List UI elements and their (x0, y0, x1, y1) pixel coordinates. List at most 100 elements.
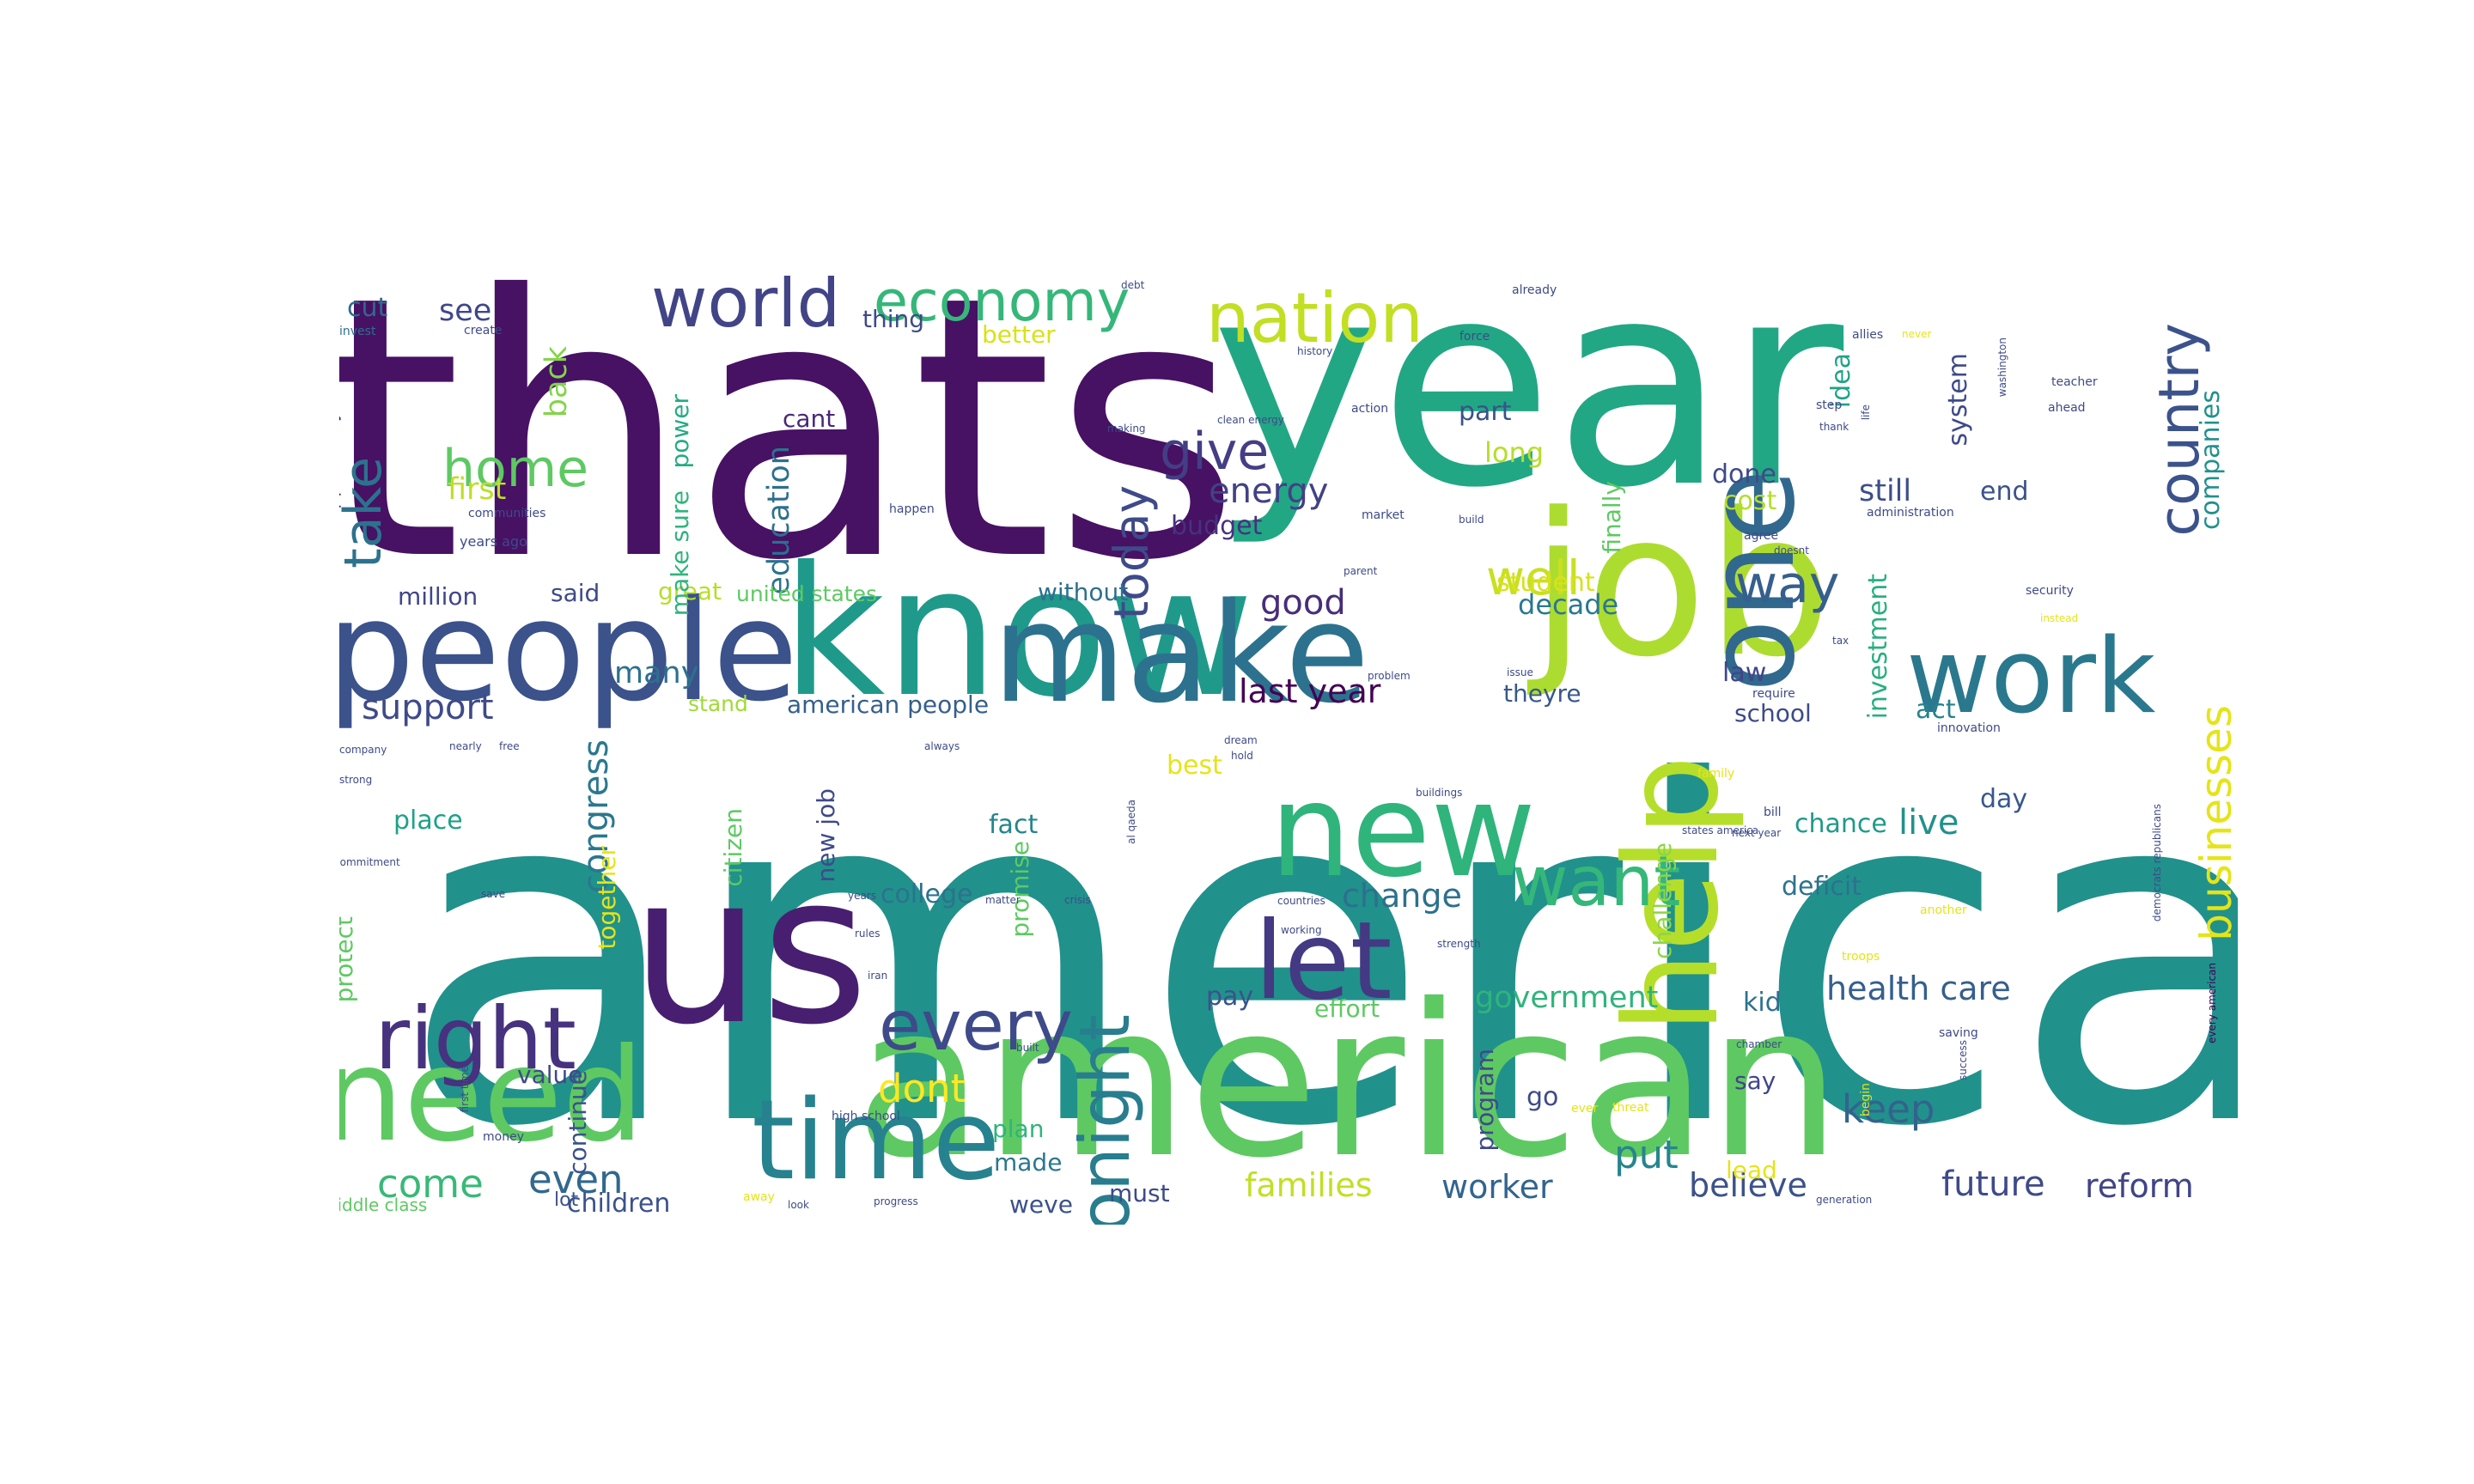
word-good: good (1260, 583, 1346, 623)
word-high-school: high school (832, 1110, 900, 1123)
word-us: us (631, 830, 869, 1070)
word-al-qaeda: al qaeda (1125, 800, 1137, 844)
word-government: government (1475, 981, 1659, 1015)
word-troops: troops (1842, 950, 1880, 964)
word-security: security (2026, 584, 2074, 598)
word-working: working (1281, 924, 1322, 936)
word-generation: generation (1816, 1194, 1873, 1206)
word-require: require (1752, 687, 1795, 701)
word-company: company (339, 744, 387, 756)
word-home: home (442, 439, 589, 499)
word-step: step (1816, 398, 1843, 412)
word-away: away (743, 1190, 775, 1204)
word-thank: thank (1819, 421, 1849, 433)
word-look: look (788, 1199, 809, 1211)
word-health-care: health care (1826, 970, 2011, 1007)
word-great: great (658, 577, 722, 605)
word-years-ago: years ago (460, 533, 527, 550)
word-america: america (399, 684, 2238, 1225)
word-program: program (1471, 1049, 1499, 1152)
word-law: law (1722, 658, 1767, 688)
word-cant: cant (783, 404, 836, 433)
word-create: create (464, 324, 503, 338)
word-american: american (855, 959, 1842, 1204)
word-iran: iran (868, 970, 888, 982)
word-saving: saving (1939, 1026, 1978, 1040)
word-fact: fact (989, 810, 1039, 840)
word-protect: protect (339, 916, 358, 1003)
word-theyre: theyre (1503, 679, 1581, 708)
word-chamber: chamber (1736, 1038, 1782, 1050)
word-change: change (1342, 877, 1462, 915)
word-work: work (1906, 617, 2156, 737)
word-action: action (1351, 402, 1389, 416)
word-thats: thats (339, 276, 1241, 640)
word-take: take (339, 457, 393, 569)
word-let: let (1254, 899, 1392, 1024)
word-progress: progress (874, 1195, 918, 1207)
word-never: never (1902, 328, 1932, 340)
word-washington: washington (1996, 338, 2008, 398)
word-people: people (339, 571, 799, 733)
word-families: families (1245, 1166, 1373, 1204)
word-way: way (1735, 555, 1840, 615)
word-businesses: businesses (2191, 705, 2238, 941)
word-states-america: states america (1682, 824, 1759, 836)
word-cost: cost (1723, 486, 1777, 516)
word-well: well (1486, 550, 1581, 605)
word-want: want (1512, 842, 1681, 921)
word-force: force (1459, 330, 1490, 344)
word-dream: dream (1224, 734, 1258, 746)
word-said: said (551, 579, 600, 607)
word-market: market (1362, 508, 1405, 522)
word-challenge: challenge (1648, 842, 1677, 959)
word-plan: plan (992, 1115, 1045, 1143)
word-made: made (994, 1148, 1063, 1177)
word-job: job (1531, 471, 1832, 701)
word-always: always (924, 740, 960, 752)
word-new-job: new job (812, 788, 840, 883)
word-effort: effort (1314, 994, 1380, 1023)
word-right: right (375, 988, 576, 1089)
word-continue: continue (564, 1070, 592, 1175)
word-power: power (666, 394, 694, 469)
word-strength: strength (1437, 938, 1481, 950)
word-allies: allies (1852, 328, 1884, 342)
word-middle-class: middle class (339, 1195, 428, 1215)
word-another: another (1920, 903, 1967, 917)
word-last-year: last year (1239, 672, 1381, 710)
word-school: school (1734, 699, 1812, 727)
word-american-people: american people (787, 690, 990, 719)
word-agree: agree (1744, 529, 1779, 543)
word-together: together (593, 846, 621, 950)
word-make: make (992, 573, 1370, 733)
word-day: day (1980, 784, 2028, 814)
word-world: world (651, 276, 841, 343)
word-nation: nation (1206, 278, 1423, 358)
word-cloud: america thats year american job know us people m… (339, 276, 2238, 1225)
word-pay: pay (1206, 982, 1254, 1012)
word-without: without (1038, 578, 1129, 606)
word-success: success (1957, 1040, 1969, 1080)
word-crisis: crisis (1064, 894, 1091, 906)
word-parent: parent (1344, 565, 1378, 577)
word-weve: weve (1009, 1190, 1073, 1219)
word-money: money (483, 1130, 524, 1144)
word-opportunity: opportunity (339, 411, 342, 521)
word-many: many (614, 656, 699, 690)
word-end: end (1980, 477, 2029, 507)
word-student: student (1496, 568, 1595, 598)
word-support: support (362, 688, 494, 727)
word-best: best (1167, 751, 1222, 781)
word-commitment: commitment (339, 856, 400, 868)
word-say: say (1734, 1067, 1776, 1095)
word-threat: threat (1612, 1101, 1649, 1115)
word-doesnt: doesnt (1774, 544, 1809, 556)
word-communities: communities (468, 507, 546, 520)
word-million: million (398, 582, 478, 611)
word-debt: debt (1121, 279, 1145, 291)
word-keep: keep (1842, 1086, 1935, 1132)
word-begin: begin (1859, 1083, 1873, 1117)
word-long: long (1484, 436, 1545, 469)
word-democrats-republicans: democrats republicans (2151, 804, 2163, 922)
